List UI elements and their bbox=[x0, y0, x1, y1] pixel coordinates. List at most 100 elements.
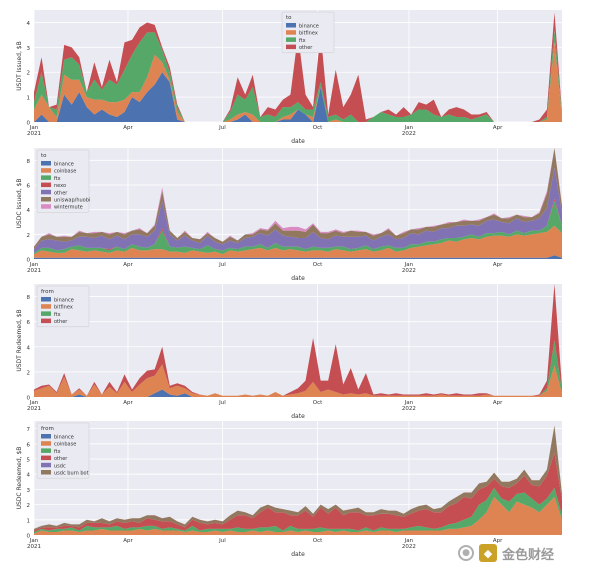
legend-swatch bbox=[286, 23, 296, 28]
x-axis-label: date bbox=[291, 551, 305, 558]
legend-entry: nexo bbox=[54, 183, 66, 189]
y-tick-label: 6 bbox=[27, 442, 31, 448]
x-tick-label: Apr bbox=[493, 125, 503, 131]
area-series-bitfinex bbox=[34, 364, 562, 397]
legend-entry: other bbox=[299, 45, 313, 51]
legend-swatch bbox=[41, 304, 51, 309]
area-series-wintermute bbox=[34, 148, 562, 247]
y-tick-label: 2 bbox=[27, 370, 31, 376]
x-axis-label: date bbox=[291, 413, 305, 420]
y-tick-label: 0 bbox=[27, 534, 31, 540]
legend-box bbox=[281, 11, 335, 54]
legend-title: to bbox=[286, 15, 292, 21]
legend-swatch bbox=[41, 455, 51, 461]
legend-entry: binance bbox=[54, 298, 74, 304]
legend-entry: ftx bbox=[54, 176, 61, 182]
legend-swatch bbox=[41, 311, 51, 316]
watermark-text: 金色财经 bbox=[502, 547, 555, 563]
x-tick-label: Jan bbox=[29, 400, 39, 406]
legend-swatch bbox=[41, 175, 51, 180]
legend-swatch bbox=[41, 189, 51, 195]
x-axis-label: date bbox=[291, 275, 305, 282]
x-tick-label: Oct bbox=[313, 262, 323, 268]
legend-entry: coinbase bbox=[54, 169, 76, 175]
area-series-ftx bbox=[34, 487, 562, 534]
legend-swatch bbox=[41, 168, 51, 173]
area-series-other bbox=[34, 167, 562, 253]
legend-entry: ftx bbox=[54, 449, 61, 455]
legend-title: to bbox=[41, 153, 47, 159]
y-tick-label: 3 bbox=[27, 488, 31, 494]
y-axis-label: USDT Redeemed, $B bbox=[16, 309, 23, 371]
legend-entry: other bbox=[54, 319, 68, 325]
legend-entry: coinbase bbox=[54, 442, 76, 448]
x-tick-label: Jan bbox=[404, 262, 414, 268]
x-tick-label: Jul bbox=[218, 400, 226, 406]
y-tick-label: 7 bbox=[27, 427, 31, 433]
x-tick-label: Jul bbox=[218, 262, 226, 268]
legend-entry: binance bbox=[54, 435, 74, 441]
x-tick-label: Apr bbox=[493, 400, 503, 406]
legend-swatch bbox=[41, 448, 51, 453]
legend-swatch bbox=[41, 318, 51, 324]
watermark: ● ◆ 金色财经 bbox=[458, 542, 554, 564]
jinse-logo-icon: ◆ bbox=[479, 544, 497, 562]
legend-swatch bbox=[41, 182, 51, 188]
y-tick-label: 6 bbox=[27, 184, 31, 190]
y-tick-label: 8 bbox=[27, 159, 31, 165]
y-tick-label: 2 bbox=[27, 233, 31, 239]
y-tick-label: 6 bbox=[27, 320, 31, 326]
x-tick-label: Apr bbox=[493, 538, 503, 544]
legend-entry: usdc bbox=[54, 463, 66, 469]
y-tick-label: 0 bbox=[27, 258, 31, 264]
area-series-usdc-burn-bot bbox=[34, 425, 562, 531]
x-tick-label: Jan bbox=[404, 538, 414, 544]
x-axis-label: date bbox=[291, 138, 305, 145]
area-series-other bbox=[34, 12, 562, 122]
legend-swatch bbox=[41, 197, 51, 202]
area-series-other bbox=[34, 452, 562, 532]
legend-title: from bbox=[41, 289, 54, 295]
legend-swatch bbox=[41, 441, 51, 446]
x-tick-label: Apr bbox=[123, 125, 133, 131]
legend-swatch bbox=[41, 161, 51, 166]
legend-entry: usdc burn bot bbox=[54, 471, 89, 477]
area-series-coinbase bbox=[34, 225, 562, 258]
x-tick-label: Jul bbox=[218, 125, 226, 131]
legend-entry: binance bbox=[54, 162, 74, 168]
x-tick-label: Apr bbox=[493, 262, 503, 268]
x-tick-sublabel: 2021 bbox=[27, 131, 41, 137]
x-tick-label: Jan bbox=[29, 538, 39, 544]
legend-swatch bbox=[286, 37, 296, 42]
plot-background bbox=[34, 284, 562, 397]
y-tick-label: 4 bbox=[27, 473, 31, 479]
legend-entry: ftx bbox=[54, 312, 61, 318]
legend-swatch bbox=[41, 462, 51, 468]
x-tick-label: Apr bbox=[123, 400, 133, 406]
legend-swatch bbox=[286, 44, 296, 50]
x-tick-sublabel: 2022 bbox=[402, 131, 416, 137]
legend-swatch bbox=[41, 434, 51, 439]
x-tick-label: Apr bbox=[123, 538, 133, 544]
y-tick-label: 1 bbox=[27, 518, 31, 524]
y-tick-label: 2 bbox=[27, 503, 31, 509]
y-tick-label: 5 bbox=[27, 458, 31, 464]
y-axis-label: USDT Issued, $B bbox=[16, 41, 23, 90]
legend-swatch bbox=[286, 30, 296, 35]
x-tick-label: Jan bbox=[404, 125, 414, 131]
legend-swatch bbox=[41, 204, 51, 209]
legend-swatch bbox=[41, 470, 51, 475]
y-tick-label: 8 bbox=[27, 295, 31, 301]
x-tick-label: Oct bbox=[313, 538, 323, 544]
area-series-coinbase bbox=[34, 497, 562, 535]
x-tick-sublabel: 2022 bbox=[402, 406, 416, 412]
y-tick-label: 4 bbox=[27, 345, 31, 351]
